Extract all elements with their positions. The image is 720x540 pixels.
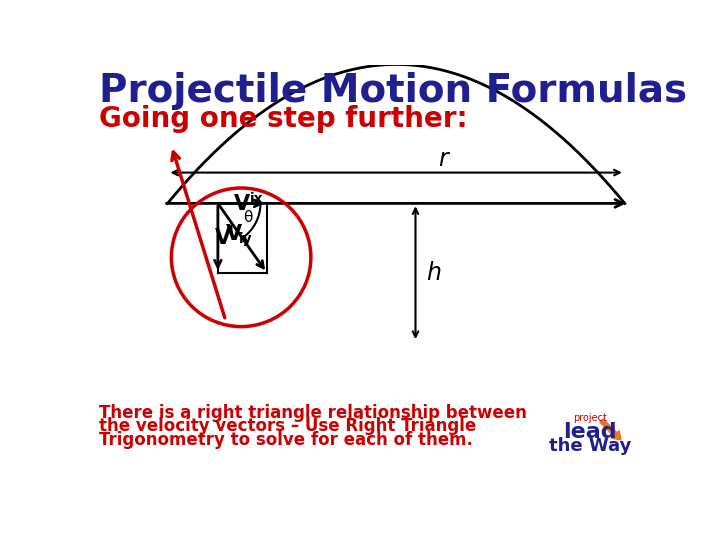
Text: r: r xyxy=(438,147,448,171)
Text: ix: ix xyxy=(250,192,264,206)
Text: i: i xyxy=(229,222,234,236)
Text: V: V xyxy=(215,228,231,248)
Text: θ: θ xyxy=(243,210,252,225)
Text: V: V xyxy=(225,224,242,244)
FancyArrow shape xyxy=(600,419,621,440)
Text: Projectile Motion Formulas: Projectile Motion Formulas xyxy=(99,72,688,111)
Text: Going one step further:: Going one step further: xyxy=(99,105,468,133)
Text: the Way: the Way xyxy=(549,437,631,455)
Text: V: V xyxy=(234,194,251,214)
Text: There is a right triangle relationship between: There is a right triangle relationship b… xyxy=(99,403,527,422)
Text: project: project xyxy=(573,413,607,423)
Text: Trigonometry to solve for each of them.: Trigonometry to solve for each of them. xyxy=(99,431,473,449)
Text: lead: lead xyxy=(563,422,617,442)
Text: the velocity vectors – Use Right Triangle: the velocity vectors – Use Right Triangl… xyxy=(99,417,477,435)
Text: iy: iy xyxy=(239,232,253,246)
Text: h: h xyxy=(426,261,441,285)
